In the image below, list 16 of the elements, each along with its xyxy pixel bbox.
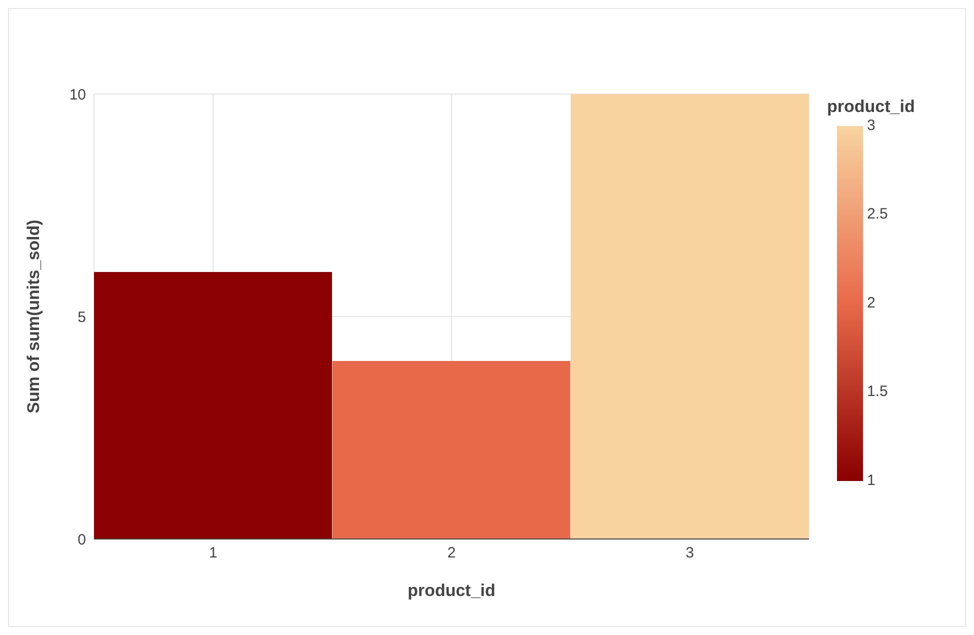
x-tick-label: 2 bbox=[447, 544, 456, 562]
y-tick-label: 0 bbox=[78, 531, 86, 548]
x-tick-label: 1 bbox=[208, 544, 218, 562]
y-tick-label: 10 bbox=[69, 86, 86, 104]
y-axis-title: Sum of sum(units_sold) bbox=[24, 220, 44, 414]
color-bar-label: 3 bbox=[867, 116, 876, 134]
color-bar-title: product_id bbox=[827, 97, 915, 116]
bar bbox=[94, 272, 332, 539]
color-bar-label: 2.5 bbox=[867, 206, 888, 223]
color-bar-label: 1 bbox=[867, 472, 876, 489]
bar bbox=[332, 361, 570, 539]
color-bar-label: 2 bbox=[867, 294, 876, 312]
x-tick-label: 3 bbox=[686, 544, 694, 562]
y-tick-label: 5 bbox=[78, 308, 86, 326]
x-axis-title: product_id bbox=[408, 581, 496, 600]
color-bar-label: 1.5 bbox=[867, 383, 888, 400]
